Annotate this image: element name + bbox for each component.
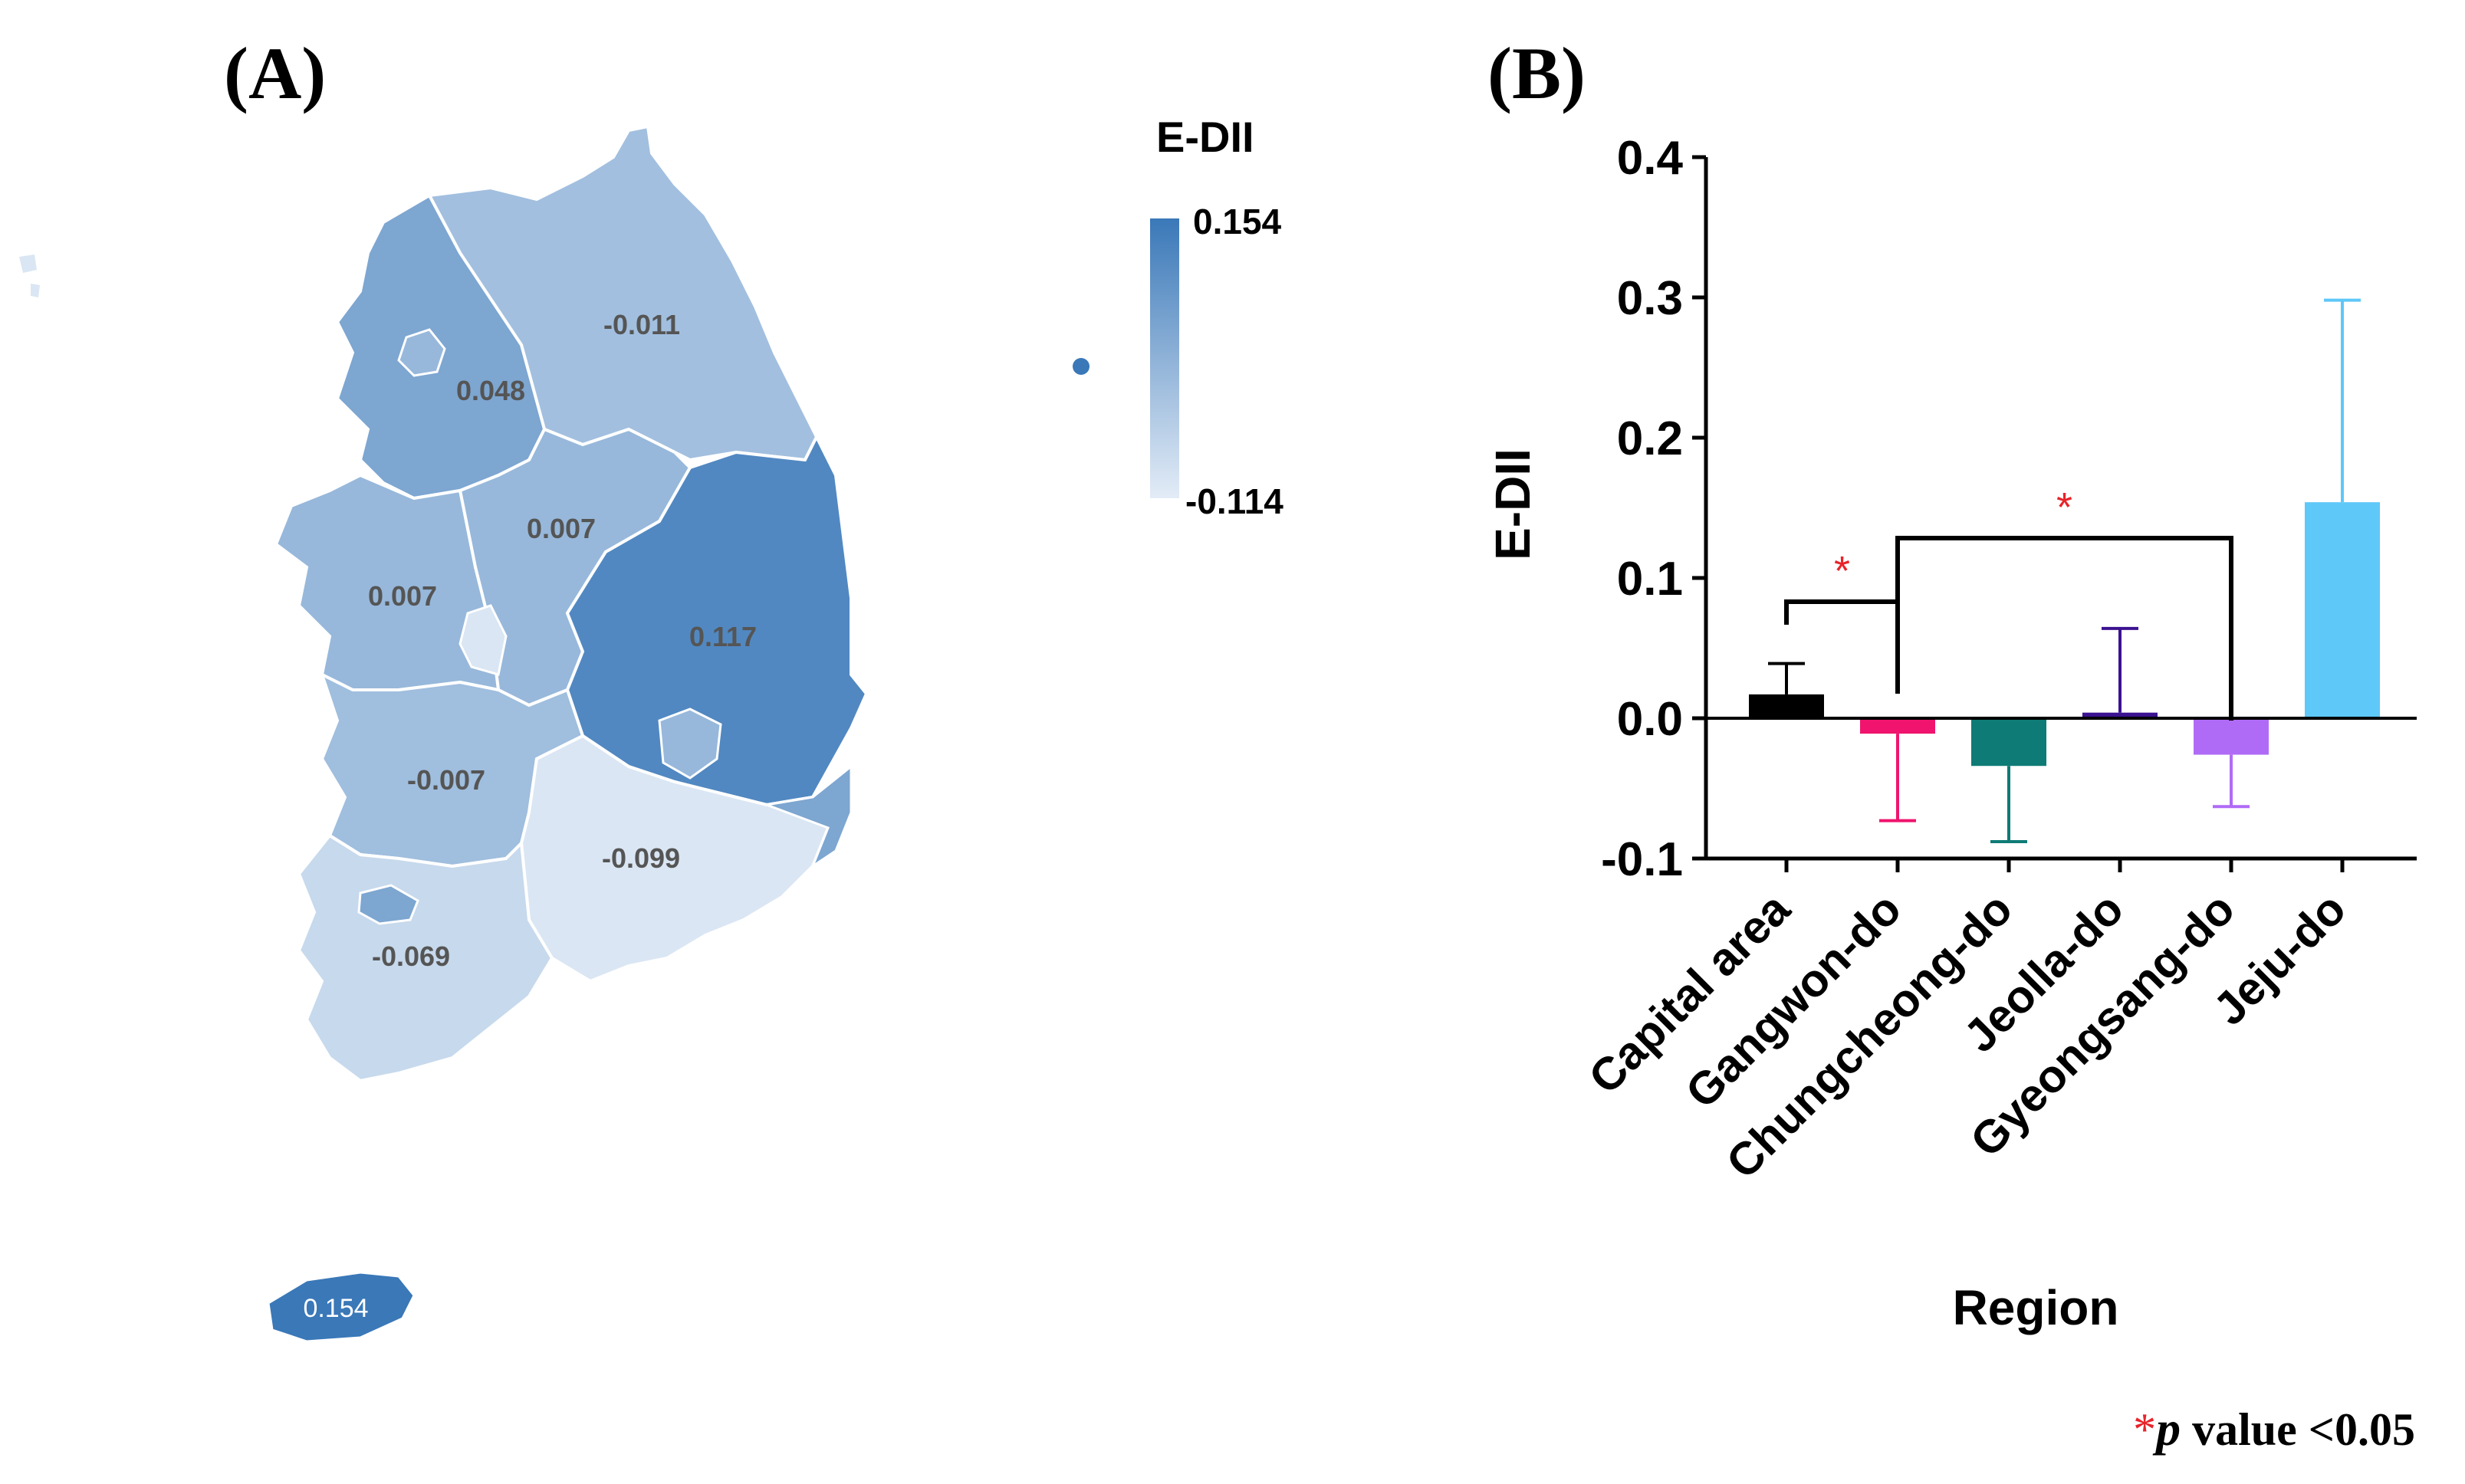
- significance-star: *: [2056, 484, 2072, 530]
- bar: [1749, 694, 1824, 718]
- note-p: p: [2152, 1401, 2181, 1456]
- region-gwangju: [357, 884, 419, 925]
- y-tick-label: 0.1: [1617, 553, 1683, 606]
- panel-b-label: (B): [1487, 32, 1586, 114]
- bar: [2305, 502, 2380, 718]
- legend-min-label: -0.114: [1185, 481, 1283, 521]
- map-label-jeonbuk: -0.007: [407, 764, 485, 796]
- y-tick-label: 0.4: [1617, 132, 1684, 185]
- region-jeju: [267, 1271, 416, 1343]
- region-ulsan: [762, 763, 853, 869]
- bar: [1860, 718, 1935, 734]
- map-label-jeju: 0.154: [303, 1294, 368, 1323]
- legend-max-label: 0.154: [1193, 202, 1282, 241]
- significance-star: *: [1834, 548, 1850, 594]
- x-axis-title: Region: [1953, 1280, 2119, 1335]
- bar: [1971, 718, 2046, 767]
- map-label-chungbuk: 0.007: [527, 513, 596, 544]
- legend-color-bar: [1150, 218, 1179, 498]
- legend-title: E-DII: [1156, 113, 1254, 161]
- y-tick-label: -0.1: [1601, 833, 1683, 886]
- note-text: value <0.05: [2181, 1404, 2415, 1455]
- region-seoul: [397, 328, 446, 377]
- region-daejeon: [458, 604, 508, 676]
- map-label-gyeongnam: -0.099: [602, 842, 680, 874]
- region-daegu: [658, 708, 722, 780]
- edii-bar-chart: -0.1 0.0 0.1 0.2 0.3 0.4 Capital areaGangwon-…: [1579, 132, 2417, 1188]
- map-label-gyeongbuk: 0.117: [689, 621, 757, 652]
- note-star: *: [2133, 1404, 2156, 1455]
- map-label-jeonnam: -0.069: [372, 941, 450, 972]
- bar: [2082, 712, 2158, 718]
- significance-brackets: **: [1784, 484, 2233, 721]
- korea-choropleth-map: [19, 124, 1090, 1343]
- significance-bracket: [1895, 536, 2233, 721]
- y-tick-label: 0.3: [1617, 272, 1683, 325]
- p-value-note: *p value <0.05: [2133, 1401, 2415, 1456]
- map-label-chungnam: 0.007: [368, 580, 437, 612]
- map-label-capital: 0.048: [456, 375, 525, 406]
- y-tick-label: 0.0: [1617, 693, 1683, 746]
- y-tick-label: 0.2: [1617, 412, 1683, 465]
- west-island-2: [31, 284, 40, 297]
- map-label-gangwon: -0.011: [603, 309, 680, 340]
- y-axis: -0.1 0.0 0.1 0.2 0.3 0.4: [1601, 132, 1708, 886]
- significance-bracket: [1784, 599, 1900, 694]
- west-island: [19, 254, 37, 273]
- y-axis-title: E-DII: [1485, 448, 1540, 560]
- ulleungdo-island: [1073, 358, 1090, 375]
- bars: [1706, 298, 2417, 844]
- x-axis: Capital areaGangwon-doChungcheong-doJeol…: [1579, 856, 2417, 1188]
- bar: [2194, 718, 2269, 755]
- panel-a-label: (A): [224, 32, 326, 114]
